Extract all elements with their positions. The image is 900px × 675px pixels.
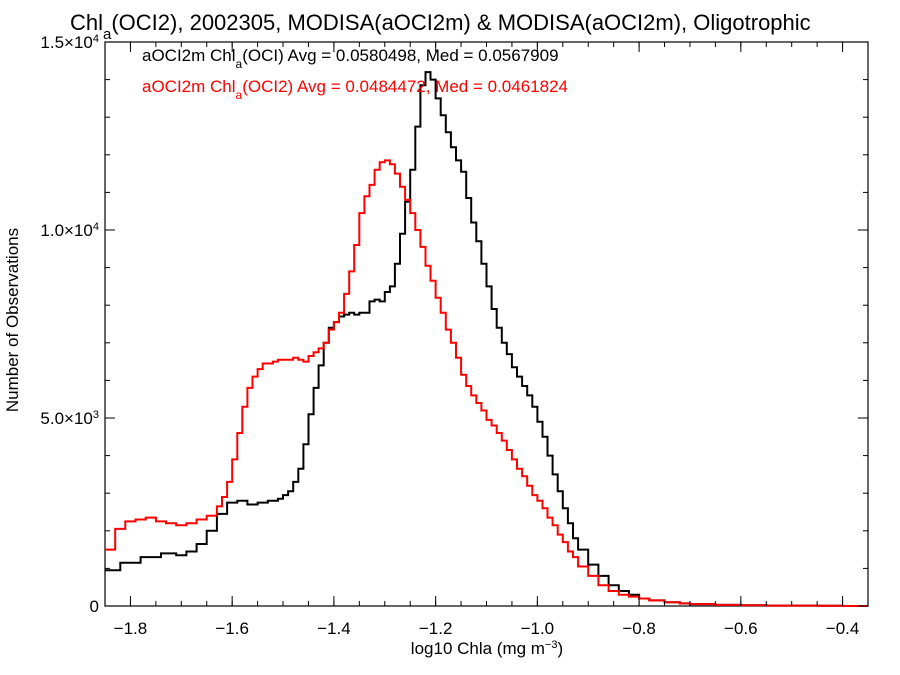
series-layer xyxy=(105,71,868,607)
x-tick-label: −1.8 xyxy=(114,619,148,638)
y-tick-label: 0 xyxy=(90,597,99,616)
x-axis-label: log10 Chla (mg m−3) xyxy=(411,639,563,658)
y-tick-label: 5.0×103 xyxy=(40,409,99,428)
x-tick-label: −1.2 xyxy=(419,619,453,638)
plot-frame xyxy=(104,41,869,607)
x-tick-label: −1.6 xyxy=(215,619,249,638)
series-line-1 xyxy=(105,159,868,607)
x-tick-label: −1.4 xyxy=(317,619,351,638)
x-tick-label: −1.0 xyxy=(521,619,555,638)
axes-layer: −1.8 −1.6 −1.4 −1.2 −1.0 −0.8 −0.6 −0.4 0 5.0×103… xyxy=(40,33,869,638)
legend-entry-black: aOCI2m Chla(OCI) Avg = 0.0580498, Med = … xyxy=(142,46,559,71)
y-tick-label: 1.0×104 xyxy=(40,221,99,240)
chart-title: Chla(OCI2), 2002305, MODISA(aOCI2m) & MO… xyxy=(70,10,811,43)
y-axis-label: Number of Observations xyxy=(3,228,22,412)
series-line-0 xyxy=(105,71,868,607)
legend-entry-red: aOCI2m Chla(OCI2) Avg = 0.0484472, Med =… xyxy=(142,77,568,102)
x-tick-label: −0.4 xyxy=(826,619,860,638)
plot-area xyxy=(104,41,869,607)
x-tick-label: −0.6 xyxy=(724,619,758,638)
y-tick-label: 1.5×104 xyxy=(40,33,99,52)
x-tick-label: −0.8 xyxy=(622,619,656,638)
